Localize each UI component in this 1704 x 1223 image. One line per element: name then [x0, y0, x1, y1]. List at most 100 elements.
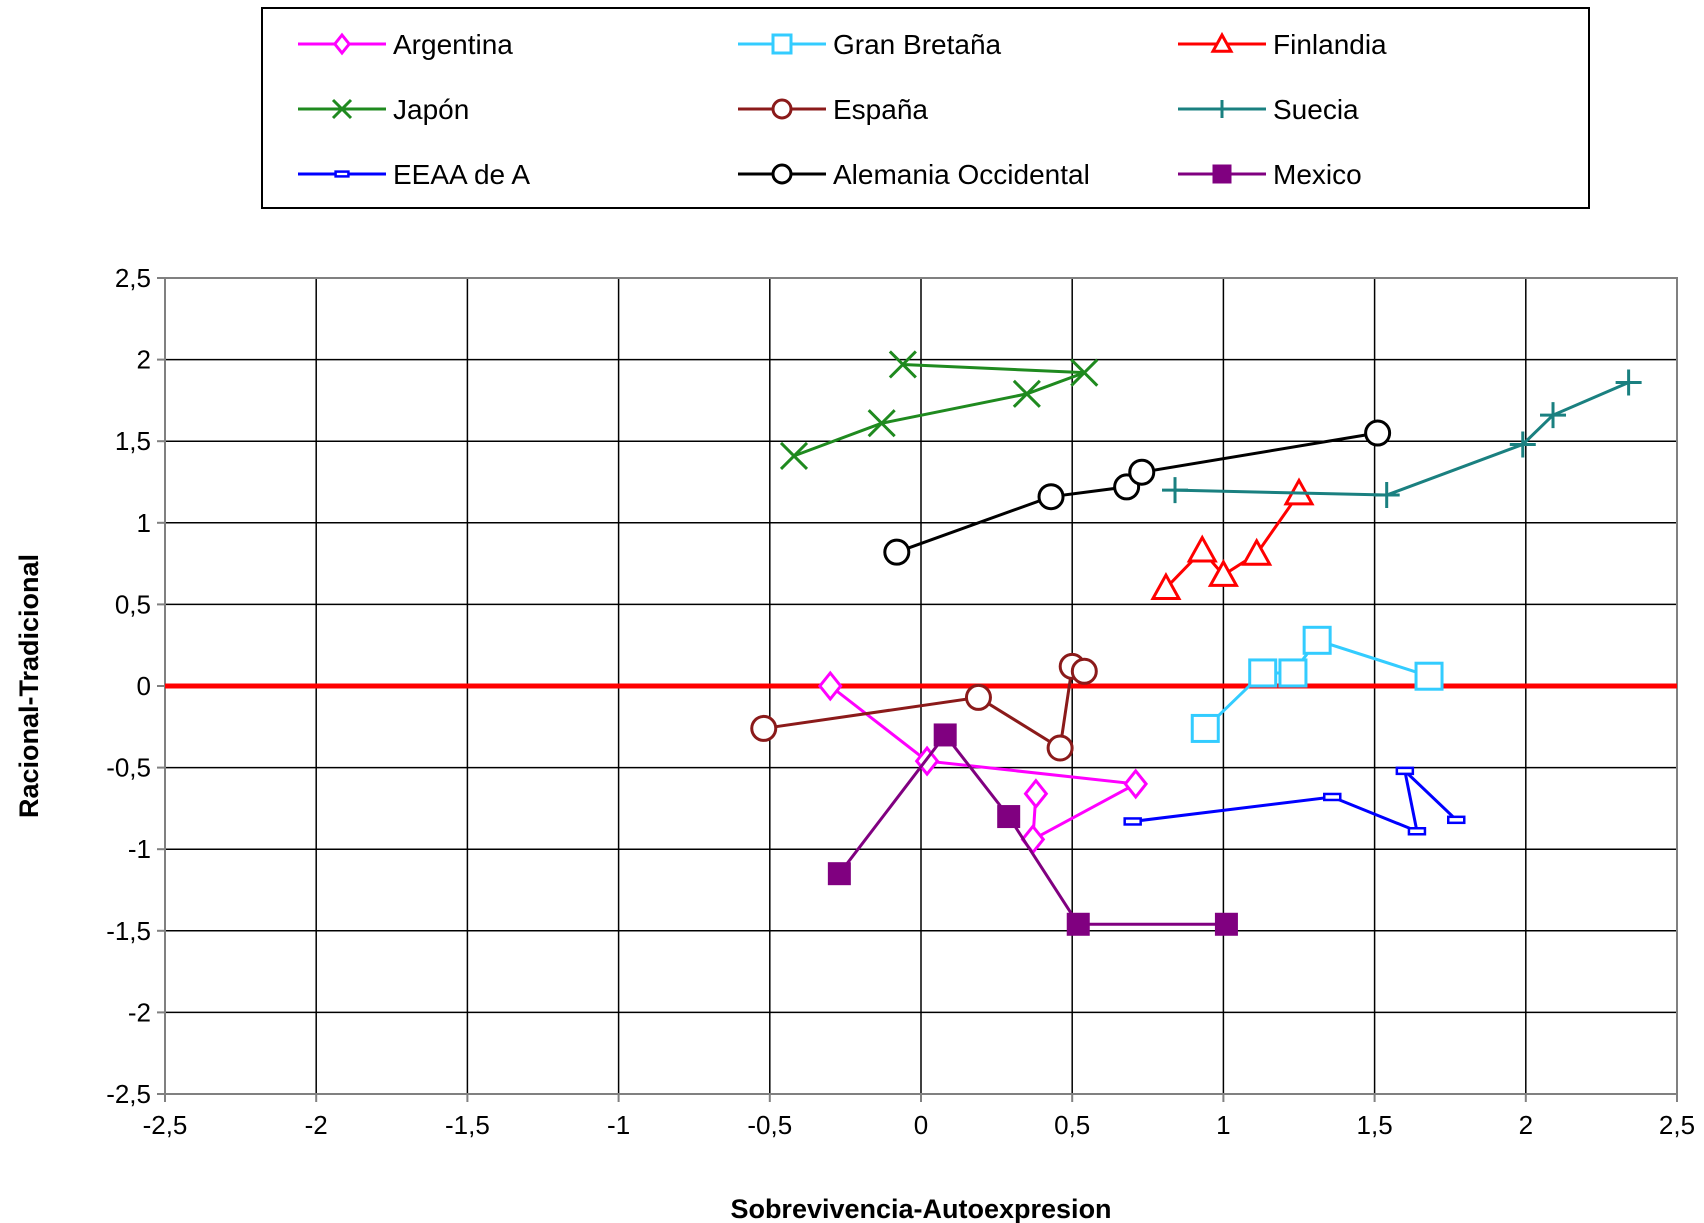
series-japon — [779, 350, 1099, 470]
x-tick-label: -0,5 — [747, 1110, 792, 1140]
y-tick-label: -0,5 — [106, 753, 151, 783]
data-point-finlandia — [1150, 571, 1182, 600]
data-point-japon — [1070, 358, 1099, 387]
legend-item-mexico: Mexico — [1178, 159, 1362, 190]
legend-item-suecia: Suecia — [1178, 94, 1359, 125]
data-point-eeaa-de-a — [1407, 826, 1427, 836]
legend-marker-eeaa-de-a — [334, 170, 350, 178]
legend-label-gran-bretana: Gran Bretaña — [833, 29, 1002, 60]
y-tick-label: -2 — [128, 997, 151, 1027]
x-tick-label: -2,5 — [143, 1110, 188, 1140]
y-tick-label: 2 — [137, 345, 151, 375]
y-tick-label: 0,5 — [115, 589, 151, 619]
legend-marker-alemania-occidental — [771, 163, 793, 185]
series-eeaa-de-a — [1123, 766, 1466, 836]
plot-area: -2,5 -2 -1,5 -1 -0,5 0 0,5 1 1,5 2 2,5 2,5 2 1,5 1 0,5… — [106, 263, 1695, 1140]
x-tick-label: 2,5 — [1659, 1110, 1695, 1140]
legend-label-espana: España — [833, 94, 928, 125]
x-tick-label: -1,5 — [445, 1110, 490, 1140]
legend-item-espana: España — [738, 94, 928, 125]
data-point-alemania-occidental — [1128, 458, 1156, 486]
y-tick-label: 1,5 — [115, 426, 151, 456]
legend-item-eeaa-de-a: EEAA de A — [298, 159, 530, 190]
legend: Argentina Gran Bretaña Finlandia Japón Españ… — [261, 7, 1590, 209]
data-point-gran-bretana — [1302, 625, 1332, 655]
data-point-argentina — [1023, 778, 1049, 810]
data-point-eeaa-de-a — [1123, 817, 1142, 826]
x-tick-label: 1 — [1216, 1110, 1230, 1140]
x-tick-label: -2 — [305, 1110, 328, 1140]
legend-marker-finlandia — [1210, 31, 1234, 53]
data-point-eeaa-de-a — [1446, 815, 1466, 825]
y-tick-label: -1 — [128, 834, 151, 864]
legend-label-suecia: Suecia — [1273, 94, 1359, 125]
data-point-espana — [1070, 657, 1098, 685]
y-tick-label: 0 — [137, 671, 151, 701]
data-point-espana — [964, 683, 992, 711]
data-point-suecia — [1509, 431, 1536, 458]
data-point-suecia — [1373, 482, 1400, 509]
legend-item-gran-bretana: Gran Bretaña — [738, 29, 1002, 60]
y-tick-label: -2,5 — [106, 1079, 151, 1109]
legend-marker-suecia — [1213, 100, 1231, 118]
y-axis-title: Racional-Tradicional — [14, 554, 44, 818]
series-gran-bretana — [1190, 625, 1444, 743]
data-point-mexico — [933, 723, 957, 747]
data-point-gran-bretana — [1278, 658, 1308, 688]
legend-marker-espana — [771, 98, 793, 120]
data-point-eeaa-de-a — [1395, 766, 1415, 776]
legend-item-japon: Japón — [298, 94, 469, 125]
legend-label-alemania-occidental: Alemania Occidental — [833, 159, 1090, 190]
data-point-gran-bretana — [1190, 713, 1220, 743]
data-point-finlandia — [1186, 534, 1218, 563]
series-alemania-occidental — [883, 419, 1392, 566]
data-point-argentina — [817, 670, 843, 702]
data-point-gran-bretana — [1248, 658, 1278, 688]
x-tick-labels: -2,5 -2 -1,5 -1 -0,5 0 0,5 1 1,5 2 2,5 — [143, 1110, 1695, 1140]
data-point-finlandia — [1241, 537, 1273, 566]
legend-marker-gran-bretana — [771, 33, 793, 55]
y-tick-label: 2,5 — [115, 263, 151, 293]
legend-label-eeaa-de-a: EEAA de A — [393, 159, 530, 190]
data-point-mexico — [997, 805, 1021, 829]
legend-label-finlandia: Finlandia — [1273, 29, 1387, 60]
data-point-gran-bretana — [1414, 661, 1444, 691]
x-tick-label: 0,5 — [1054, 1110, 1090, 1140]
x-tick-label: 2 — [1519, 1110, 1533, 1140]
data-point-alemania-occidental — [883, 538, 911, 566]
legend-label-argentina: Argentina — [393, 29, 513, 60]
series-espana — [750, 652, 1098, 762]
data-point-suecia — [1540, 402, 1567, 429]
y-tick-label: -1,5 — [106, 916, 151, 946]
series-group — [750, 350, 1642, 936]
x-tick-label: 0 — [914, 1110, 928, 1140]
data-point-alemania-occidental — [1364, 419, 1392, 447]
data-point-espana — [1046, 734, 1074, 762]
legend-marker-mexico — [1212, 164, 1232, 184]
data-point-mexico — [1066, 912, 1090, 936]
data-point-mexico — [827, 862, 851, 886]
y-tick-labels: 2,5 2 1,5 1 0,5 0 -0,5 -1 -1,5 -2 -2,5 — [106, 263, 151, 1109]
data-point-japon — [1012, 379, 1041, 408]
y-tick-label: 1 — [137, 508, 151, 538]
legend-box — [261, 7, 1590, 209]
legend-marker-argentina — [332, 32, 352, 56]
x-axis-title: Sobrevivencia-Autoexpresion — [730, 1194, 1111, 1223]
legend-label-mexico: Mexico — [1273, 159, 1362, 190]
data-point-argentina — [1123, 768, 1149, 800]
data-point-japon — [867, 409, 896, 438]
data-point-espana — [750, 714, 778, 742]
data-point-japon — [888, 350, 917, 379]
x-tick-label: 1,5 — [1357, 1110, 1393, 1140]
legend-label-japon: Japón — [393, 94, 469, 125]
x-tick-label: -1 — [607, 1110, 630, 1140]
data-point-japon — [779, 441, 809, 470]
data-point-suecia — [1615, 369, 1642, 396]
legend-item-argentina: Argentina — [298, 29, 513, 60]
legend-item-alemania-occidental: Alemania Occidental — [738, 159, 1090, 190]
series-suecia — [1162, 369, 1642, 509]
legend-marker-japon — [331, 98, 353, 120]
legend-item-finlandia: Finlandia — [1178, 29, 1387, 60]
series-mexico — [827, 723, 1238, 936]
